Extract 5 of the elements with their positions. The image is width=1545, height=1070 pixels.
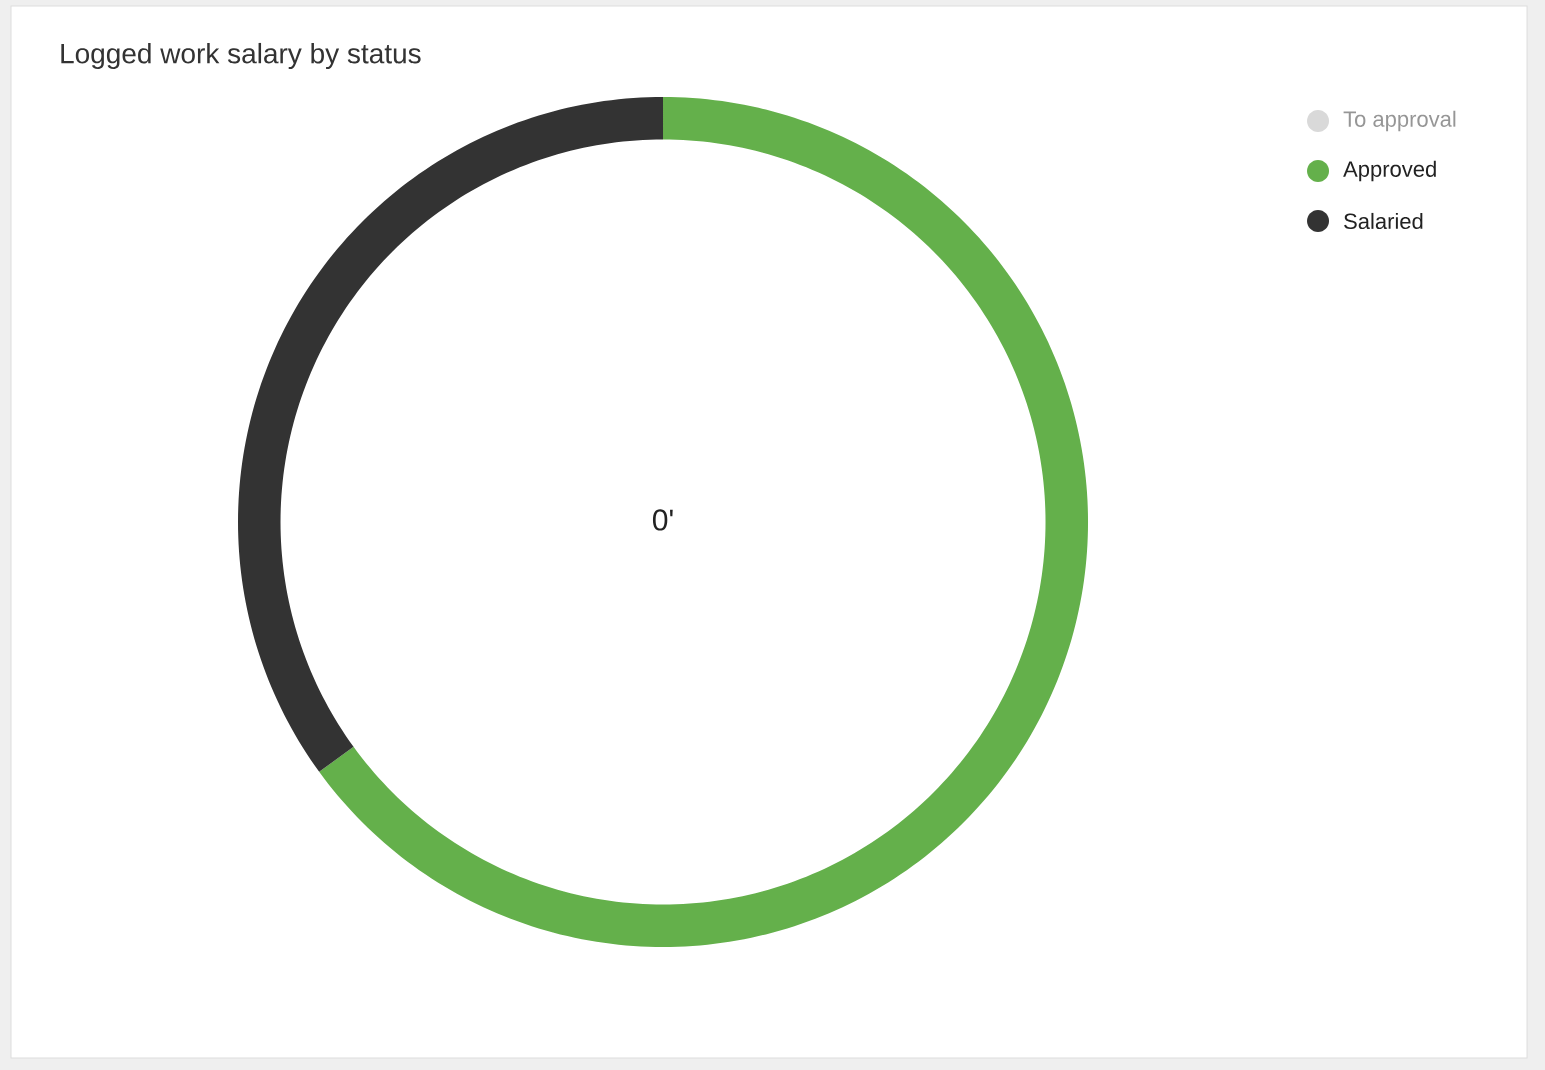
text: 0' (652, 509, 673, 531)
legend-label: To approval (1343, 110, 1456, 132)
chart-title: Logged work salary by status (61, 42, 421, 70)
legend-label: Salaried (1344, 212, 1423, 230)
legend-label: Approved (1343, 160, 1436, 182)
